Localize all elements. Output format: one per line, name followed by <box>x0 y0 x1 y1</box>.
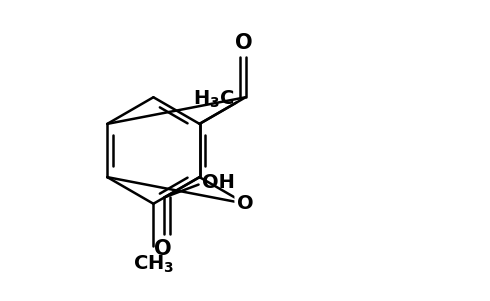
Text: O: O <box>154 239 172 259</box>
Text: $\mathregular{H_3C}$: $\mathregular{H_3C}$ <box>193 88 234 110</box>
Text: OH: OH <box>202 173 235 192</box>
Text: O: O <box>237 194 254 213</box>
Text: O: O <box>235 33 253 53</box>
Text: $\mathregular{CH_3}$: $\mathregular{CH_3}$ <box>133 254 174 275</box>
